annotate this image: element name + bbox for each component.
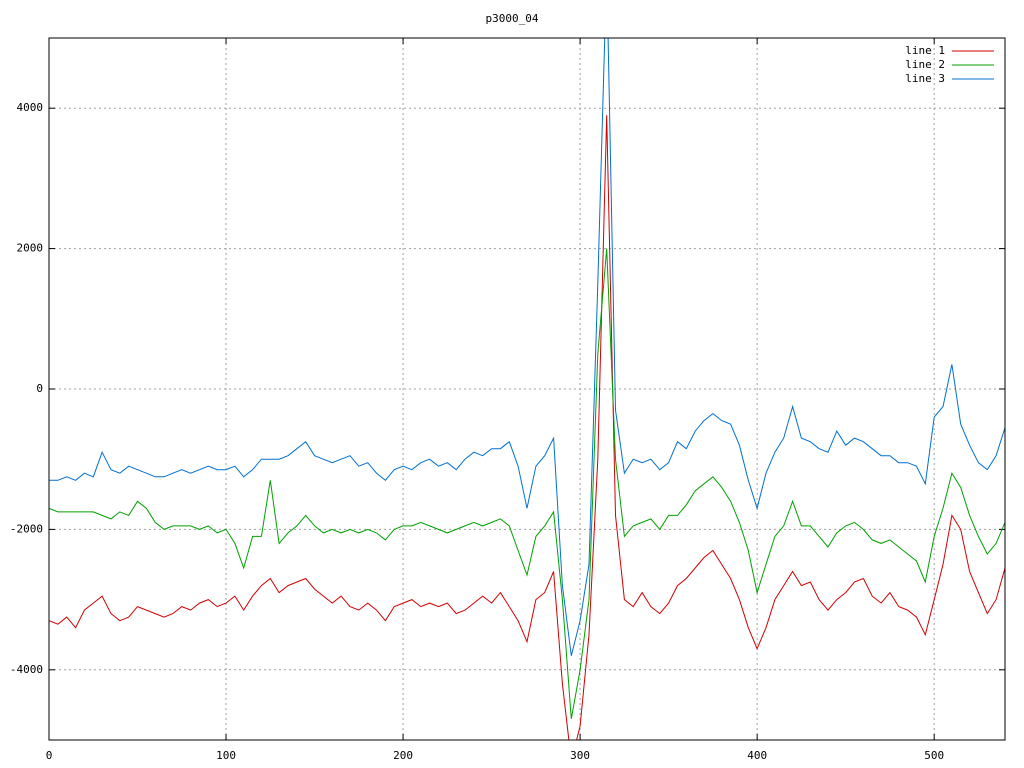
x-tick-label: 100 bbox=[216, 749, 236, 762]
y-tick-label: 4000 bbox=[17, 101, 44, 114]
x-tick-label: 500 bbox=[924, 749, 944, 762]
plot-border bbox=[48, 37, 1006, 741]
y-tick-label: 2000 bbox=[17, 242, 44, 255]
y-tick-label: 0 bbox=[36, 382, 43, 395]
y-tick-label: -4000 bbox=[10, 663, 43, 676]
series-line bbox=[49, 248, 1005, 719]
x-tick-label: 400 bbox=[747, 749, 767, 762]
series-line bbox=[49, 38, 1005, 656]
legend-label: line 1 bbox=[905, 44, 945, 57]
legend-label: line 2 bbox=[905, 58, 945, 71]
legend-label: line 3 bbox=[905, 72, 945, 85]
y-tick-label: -2000 bbox=[10, 522, 43, 535]
chart-title: p3000_04 bbox=[486, 12, 539, 25]
x-tick-label: 300 bbox=[570, 749, 590, 762]
x-tick-label: 0 bbox=[46, 749, 53, 762]
x-tick-label: 200 bbox=[393, 749, 413, 762]
series-line bbox=[49, 115, 1005, 740]
